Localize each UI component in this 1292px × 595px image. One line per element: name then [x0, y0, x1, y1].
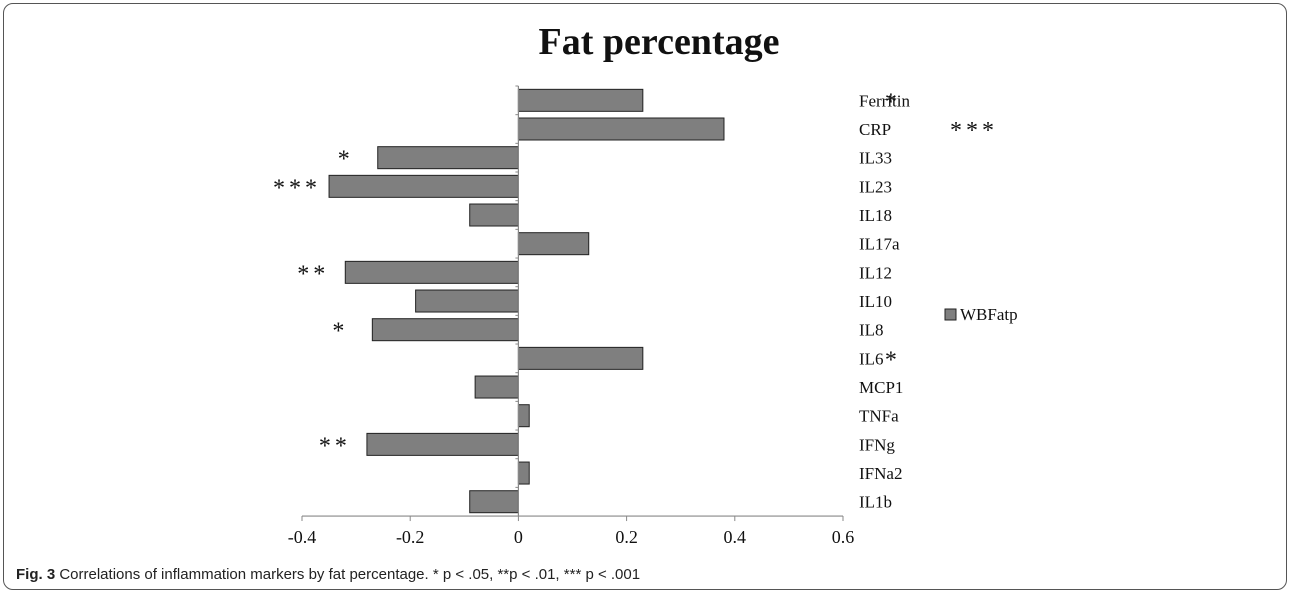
axis-layer	[301, 85, 844, 522]
significance-marker-il8: *	[332, 319, 348, 345]
figure-caption: Fig. 3 Correlations of inflammation mark…	[16, 566, 640, 583]
category-label-il18: IL18	[859, 206, 892, 225]
bar-tnfa	[517, 404, 530, 428]
significance-marker-ferritin: *	[885, 89, 901, 115]
legend-label: WBFatp	[960, 305, 1018, 324]
bar-ifna2	[517, 461, 530, 485]
bar-il10	[415, 289, 519, 313]
category-label-il17a: IL17a	[859, 235, 900, 254]
caption-label: Fig. 3	[16, 566, 56, 583]
category-label-ferritin: Ferritin	[859, 91, 910, 110]
bar-il8	[371, 318, 519, 342]
x-tick-label: 0.4	[724, 527, 747, 547]
x-tick-label: 0.2	[615, 527, 638, 547]
category-label-ifna2: IFNa2	[859, 464, 902, 483]
chart-title: Fat percentage	[539, 21, 780, 63]
significance-marker-il23: ***	[273, 175, 321, 201]
category-label-tnfa: TNFa	[859, 407, 899, 426]
caption-text: Correlations of inflammation markers by …	[59, 566, 641, 583]
figure-frame	[3, 3, 1287, 590]
category-label-il12: IL12	[859, 263, 892, 282]
x-tick-labels: -0.4 -0.2 0 0.2 0.4 0.6	[288, 527, 855, 547]
bar-il33	[377, 146, 519, 170]
legend-swatch	[944, 308, 957, 321]
bar-il17a	[517, 232, 590, 256]
bar-ifng	[366, 432, 519, 456]
bar-crp	[517, 117, 725, 141]
significance-markers: **************	[273, 89, 998, 459]
x-tick-label: 0.6	[832, 527, 855, 547]
category-label-mcp1: MCP1	[859, 378, 903, 397]
bar-mcp1	[474, 375, 519, 399]
category-label-il23: IL23	[859, 177, 892, 196]
bar-il1b	[469, 490, 519, 514]
significance-marker-il6: *	[885, 347, 901, 373]
category-label-il6: IL6	[859, 349, 884, 368]
legend: WBFatp	[944, 305, 1018, 324]
bar-il12	[344, 260, 519, 284]
significance-marker-il33: *	[338, 147, 354, 173]
x-tick-label: -0.2	[396, 527, 425, 547]
category-label-crp: CRP	[859, 120, 891, 139]
bar-ferritin	[517, 88, 644, 112]
significance-marker-ifng: **	[319, 433, 351, 459]
bar-il6	[517, 346, 644, 370]
category-label-il1b: IL1b	[859, 493, 892, 512]
category-labels: Ferritin CRP IL33 IL23 IL18 IL17a IL12 IL10 IL8 I…	[859, 91, 910, 511]
bars-layer	[328, 88, 725, 514]
category-label-il8: IL8	[859, 321, 884, 340]
bar-il18	[469, 203, 519, 227]
significance-marker-crp: ***	[950, 118, 998, 144]
category-label-ifng: IFNg	[859, 435, 895, 454]
x-tick-label: 0	[514, 527, 523, 547]
bar-il23	[328, 174, 519, 198]
category-label-il10: IL10	[859, 292, 892, 311]
category-label-il33: IL33	[859, 149, 892, 168]
x-tick-label: -0.4	[288, 527, 317, 547]
significance-marker-il12: **	[297, 261, 329, 287]
